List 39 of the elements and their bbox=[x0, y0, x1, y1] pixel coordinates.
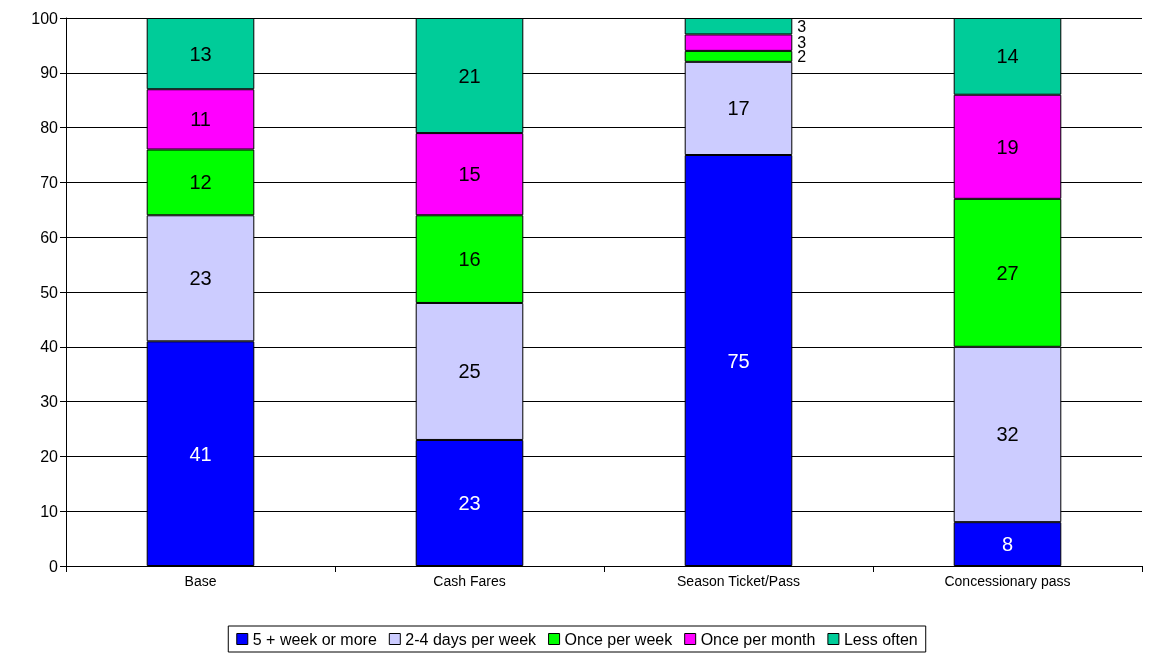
data-label: 41 bbox=[189, 442, 212, 465]
y-tick-label: 20 bbox=[40, 447, 59, 465]
data-label: 12 bbox=[189, 171, 212, 194]
data-label: 13 bbox=[189, 42, 212, 65]
data-label: 2 bbox=[797, 47, 807, 65]
data-label: 8 bbox=[1001, 533, 1014, 556]
y-tick-label: 30 bbox=[40, 393, 59, 411]
data-label: 21 bbox=[458, 64, 481, 87]
data-label: 11 bbox=[190, 108, 211, 131]
y-tick-label: 40 bbox=[40, 338, 59, 356]
legend-label: Less often bbox=[843, 630, 918, 648]
data-label: 16 bbox=[458, 248, 481, 271]
y-tick-label: 100 bbox=[31, 9, 59, 27]
y-tick-label: 90 bbox=[40, 64, 59, 82]
x-tick-label: Concessionary pass bbox=[944, 573, 1071, 589]
y-tick-label: 10 bbox=[40, 502, 59, 520]
data-label: 25 bbox=[458, 360, 481, 383]
legend-label: 2-4 days per week bbox=[405, 630, 538, 648]
y-tick-label: 80 bbox=[40, 119, 59, 137]
legend-label: 5 + week or more bbox=[252, 630, 377, 648]
legend-label: Once per week bbox=[564, 630, 674, 648]
data-label: 3 bbox=[797, 17, 807, 35]
x-tick-label: Cash Fares bbox=[433, 573, 506, 589]
legend-label: Once per month bbox=[700, 630, 816, 648]
data-label: 23 bbox=[458, 491, 481, 514]
y-tick-label: 50 bbox=[40, 283, 59, 301]
data-label: 14 bbox=[996, 45, 1019, 68]
y-tick-label: 60 bbox=[40, 228, 59, 246]
y-tick-label: 0 bbox=[49, 557, 59, 575]
y-tick-label: 70 bbox=[40, 173, 59, 191]
x-tick-label: Base bbox=[184, 573, 217, 589]
data-label: 23 bbox=[189, 267, 212, 290]
data-label: 75 bbox=[727, 349, 750, 372]
data-label: 15 bbox=[458, 163, 481, 186]
x-tick-label: Season Ticket/Pass bbox=[677, 573, 800, 589]
data-label: 19 bbox=[996, 135, 1019, 158]
data-label: 17 bbox=[727, 97, 750, 120]
data-label: 27 bbox=[996, 261, 1019, 284]
data-label: 32 bbox=[996, 423, 1019, 446]
